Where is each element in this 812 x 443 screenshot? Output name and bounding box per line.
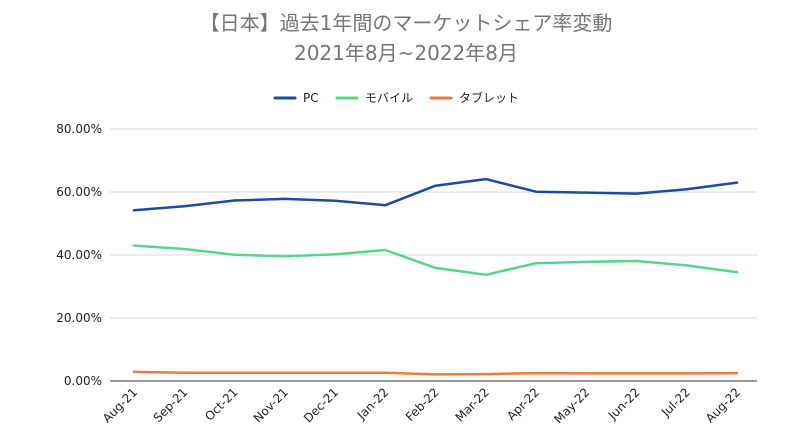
- data-point: [484, 177, 487, 181]
- data-point: [585, 372, 588, 375]
- y-tick-label: 40.00%: [56, 248, 102, 262]
- data-point: [183, 247, 186, 251]
- data-point: [685, 264, 688, 267]
- data-point: [283, 371, 286, 375]
- data-point: [635, 192, 638, 195]
- chart-title-line-2: 2021年8月~2022年8月: [294, 41, 518, 65]
- data-point: [183, 204, 186, 208]
- data-point: [233, 253, 236, 256]
- x-tick-label: Apr-22: [504, 385, 542, 423]
- data-point: [233, 371, 236, 375]
- data-point: [484, 372, 487, 376]
- x-tick-label: Jan-22: [354, 385, 392, 423]
- series-lines: [132, 177, 739, 376]
- x-axis-ticks: Aug-21 Sep-21 Oct-21 Nov-21 Dec-21 Jan-22 Feb-…: [100, 385, 743, 426]
- data-point: [384, 371, 387, 375]
- legend-label-2: タブレット: [459, 90, 519, 105]
- series-line-1: [132, 244, 739, 277]
- x-tick-label: Aug-22: [703, 385, 743, 425]
- legend-label-0: PC: [303, 91, 319, 105]
- y-tick-label: 0.00%: [64, 374, 102, 388]
- data-point: [635, 372, 638, 375]
- data-point: [283, 197, 286, 201]
- data-point: [585, 191, 588, 194]
- data-point: [534, 261, 538, 265]
- x-tick-label: May-22: [551, 385, 592, 426]
- data-point: [333, 253, 337, 256]
- data-point: [384, 248, 387, 252]
- data-point: [484, 273, 487, 277]
- x-tick-label: Aug-21: [100, 385, 140, 425]
- data-point: [384, 204, 387, 207]
- data-point: [735, 371, 739, 375]
- legend-label-1: モバイル: [365, 91, 413, 105]
- data-point: [735, 271, 739, 274]
- data-point: [585, 260, 588, 264]
- data-point: [183, 371, 186, 375]
- x-tick-label: Oct-21: [202, 385, 240, 423]
- data-point: [685, 187, 688, 191]
- x-tick-label: Mar-22: [453, 385, 492, 424]
- data-point: [333, 199, 337, 203]
- data-point: [132, 209, 136, 212]
- grid-lines: [110, 128, 757, 382]
- x-tick-label: Sep-21: [151, 385, 191, 425]
- data-point: [635, 259, 638, 263]
- data-point: [333, 371, 337, 375]
- legend: PC モバイル タブレット: [273, 90, 519, 105]
- chart-title-line-1: 【日本】過去1年間のマーケットシェア率変動: [200, 11, 613, 35]
- data-point: [534, 371, 538, 375]
- data-point: [132, 370, 136, 374]
- y-tick-label: 80.00%: [56, 122, 102, 136]
- x-tick-label: Feb-22: [403, 385, 442, 424]
- series-line-0: [132, 177, 739, 212]
- data-point: [434, 266, 437, 270]
- data-point: [233, 199, 236, 202]
- data-point: [735, 181, 739, 184]
- data-point: [434, 373, 437, 376]
- y-tick-label: 20.00%: [56, 311, 102, 325]
- y-axis-ticks: 0.00% 20.00% 40.00% 60.00% 80.00%: [56, 122, 102, 388]
- data-point: [283, 255, 286, 258]
- y-tick-label: 60.00%: [56, 185, 102, 199]
- x-tick-label: Nov-21: [251, 385, 291, 425]
- x-tick-label: Dec-21: [301, 385, 341, 425]
- data-point: [132, 244, 136, 247]
- x-tick-label: Jul-22: [658, 385, 693, 420]
- x-tick-label: Jun-22: [605, 385, 643, 423]
- data-point: [685, 372, 688, 375]
- data-point: [434, 184, 437, 187]
- data-point: [534, 190, 538, 193]
